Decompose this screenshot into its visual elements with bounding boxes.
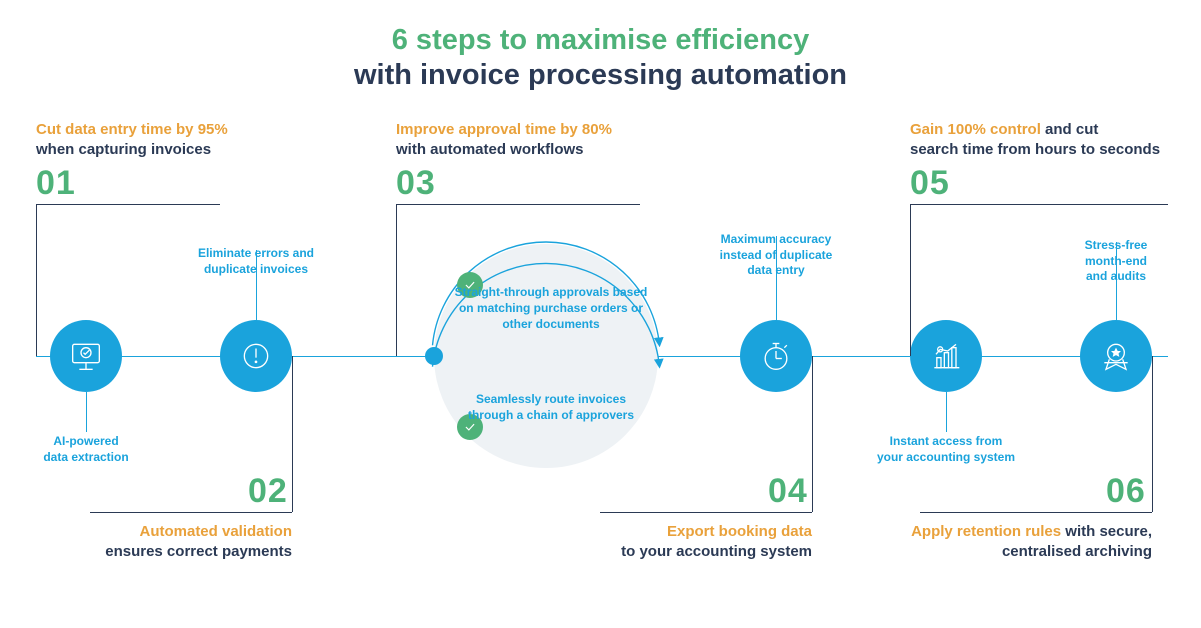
cycle-text-top: Straight-through approvals based on matc… (451, 284, 651, 333)
stopwatch-icon (756, 336, 796, 376)
step-num-03: 03 (396, 164, 436, 203)
bar-chart-icon (926, 336, 966, 376)
monitor-check-icon (66, 336, 106, 376)
step-head-04-accent: Export booking data (667, 523, 812, 540)
step-sub-04: Maximum accuracyinstead of duplicatedata… (701, 232, 851, 279)
step-num-02: 02 (248, 472, 288, 511)
step-head-04: Export booking data to your accounting s… (592, 522, 812, 563)
alert-circle-icon (236, 336, 276, 376)
step-head-02-accent: Automated validation (139, 523, 292, 540)
step-sub-01: AI-powereddata extraction (21, 434, 151, 465)
step-head-02-rest: ensures correct payments (105, 543, 292, 560)
step-num-04: 04 (768, 472, 808, 511)
ribbon-badge-icon (1096, 336, 1136, 376)
step-sub-05: Instant access fromyour accounting syste… (861, 434, 1031, 465)
step-head-04-rest: to your accounting system (621, 543, 812, 560)
node-data-extraction (50, 320, 122, 392)
node-control (910, 320, 982, 392)
cycle-text-bottom: Seamlessly route invoices through a chai… (456, 391, 646, 423)
step-sub-06: Stress-freemonth-endand audits (1056, 238, 1176, 285)
step-head-03: Improve approval time by 80% with automa… (396, 120, 696, 161)
step-num-06: 06 (1106, 472, 1146, 511)
step-num-01: 01 (36, 164, 76, 203)
node-export (740, 320, 812, 392)
diagram-stage: Straight-through approvals based on matc… (0, 0, 1201, 628)
cycle-entry-dot (425, 347, 443, 365)
node-validation (220, 320, 292, 392)
step-num-05: 05 (910, 164, 950, 203)
step-head-01-rest: when capturing invoices (36, 141, 211, 158)
step-head-01-accent: Cut data entry time by 95% (36, 121, 228, 138)
step-head-03-accent: Improve approval time by 80% (396, 121, 612, 138)
step-head-01: Cut data entry time by 95% when capturin… (36, 120, 296, 161)
node-archiving (1080, 320, 1152, 392)
step-sub-02: Eliminate errors andduplicate invoices (181, 246, 331, 277)
step-head-03-rest: with automated workflows (396, 141, 584, 158)
step-head-02: Automated validation ensures correct pay… (72, 522, 292, 563)
step-head-05: Gain 100% control and cutsearch time fro… (910, 120, 1180, 161)
step-head-06: Apply retention rules with secure,centra… (892, 522, 1152, 563)
